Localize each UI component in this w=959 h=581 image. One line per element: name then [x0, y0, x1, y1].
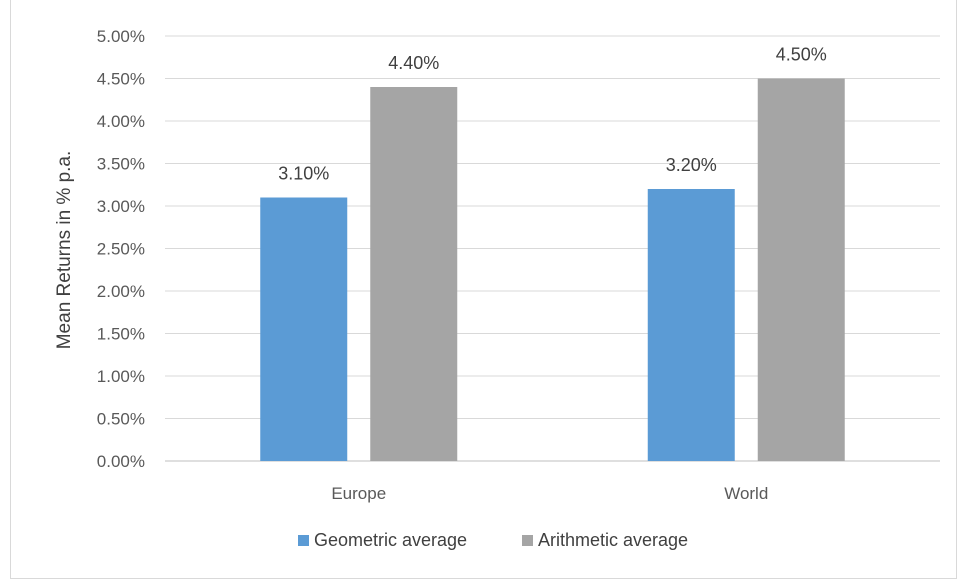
- y-tick-label: 0.50%: [97, 410, 145, 429]
- data-label: 4.50%: [776, 45, 827, 65]
- bar-arithmetic-average-europe: [370, 87, 458, 461]
- y-axis-title: Mean Returns in % p.a.: [54, 151, 75, 350]
- bars: [260, 78, 845, 461]
- legend-item-arithmetic-average: Arithmetic average: [522, 530, 688, 550]
- y-tick-label: 4.00%: [97, 112, 145, 131]
- data-label: 3.20%: [666, 155, 717, 175]
- y-tick-label: 5.00%: [97, 27, 145, 46]
- y-axis-tick-labels: 0.00% 0.50% 1.00% 1.50% 2.00% 2.50% 3.00% 3.50%…: [97, 27, 145, 471]
- y-tick-label: 3.50%: [97, 155, 145, 174]
- legend-swatch: [298, 535, 309, 546]
- bar-geometric-average-world: [647, 189, 735, 461]
- y-tick-label: 4.50%: [97, 70, 145, 89]
- legend-label: Arithmetic average: [538, 530, 688, 550]
- y-tick-label: 2.00%: [97, 282, 145, 301]
- y-tick-label: 2.50%: [97, 240, 145, 259]
- bar-geometric-average-europe: [260, 197, 348, 461]
- data-label: 4.40%: [388, 53, 439, 73]
- legend-swatch: [522, 535, 533, 546]
- legend-label: Geometric average: [314, 530, 467, 550]
- data-label: 3.10%: [278, 164, 329, 184]
- x-tick-label-world: World: [724, 484, 768, 503]
- y-tick-label: 0.00%: [97, 452, 145, 471]
- x-tick-label-europe: Europe: [331, 484, 386, 503]
- data-labels: 3.10% 4.40% 3.20% 4.50%: [278, 45, 827, 184]
- y-tick-label: 1.50%: [97, 325, 145, 344]
- y-tick-label: 3.00%: [97, 197, 145, 216]
- legend: Geometric average Arithmetic average: [298, 530, 688, 550]
- bar-arithmetic-average-world: [757, 78, 845, 461]
- x-axis-tick-labels: Europe World: [331, 484, 768, 503]
- y-tick-label: 1.00%: [97, 367, 145, 386]
- legend-item-geometric-average: Geometric average: [298, 530, 467, 550]
